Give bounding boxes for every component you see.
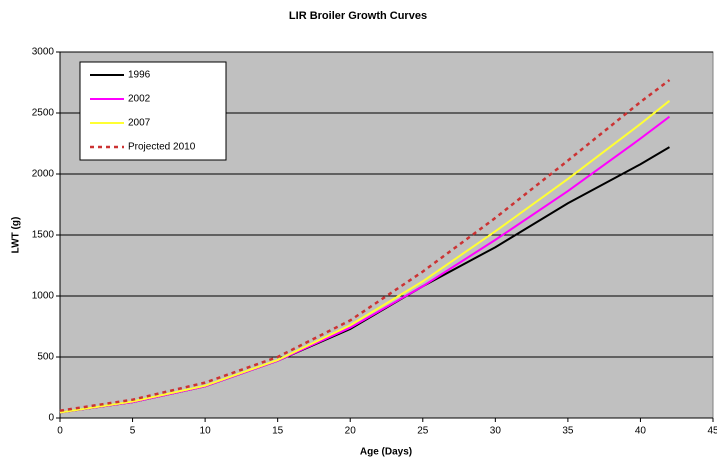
chart-title: LIR Broiler Growth Curves: [289, 10, 427, 22]
legend-label: 2007: [128, 118, 151, 129]
y-axis-label: LWT (g): [11, 217, 22, 254]
legend-label: 2002: [128, 94, 151, 105]
x-tick-label: 35: [562, 426, 574, 437]
x-tick-label: 40: [635, 426, 647, 437]
x-tick-label: 30: [490, 426, 502, 437]
x-tick-label: 10: [200, 426, 212, 437]
y-tick-label: 1500: [32, 230, 55, 241]
x-tick-label: 5: [130, 426, 136, 437]
legend-label: Projected 2010: [128, 142, 196, 153]
x-tick-label: 15: [272, 426, 284, 437]
y-tick-label: 2000: [32, 169, 55, 180]
y-tick-label: 1000: [32, 291, 55, 302]
x-tick-label: 20: [345, 426, 357, 437]
y-tick-label: 3000: [32, 47, 55, 58]
legend-box: [79, 61, 227, 161]
x-tick-label: 45: [707, 426, 717, 437]
y-tick-label: 500: [37, 352, 54, 363]
y-tick-label: 0: [48, 413, 54, 424]
x-tick-label: 0: [57, 426, 63, 437]
series-line: [59, 100, 671, 414]
y-tick-label: 2500: [32, 108, 55, 119]
x-axis-label: Age (Days): [360, 447, 412, 458]
x-tick-label: 25: [417, 426, 429, 437]
legend-label: 1996: [128, 70, 151, 81]
